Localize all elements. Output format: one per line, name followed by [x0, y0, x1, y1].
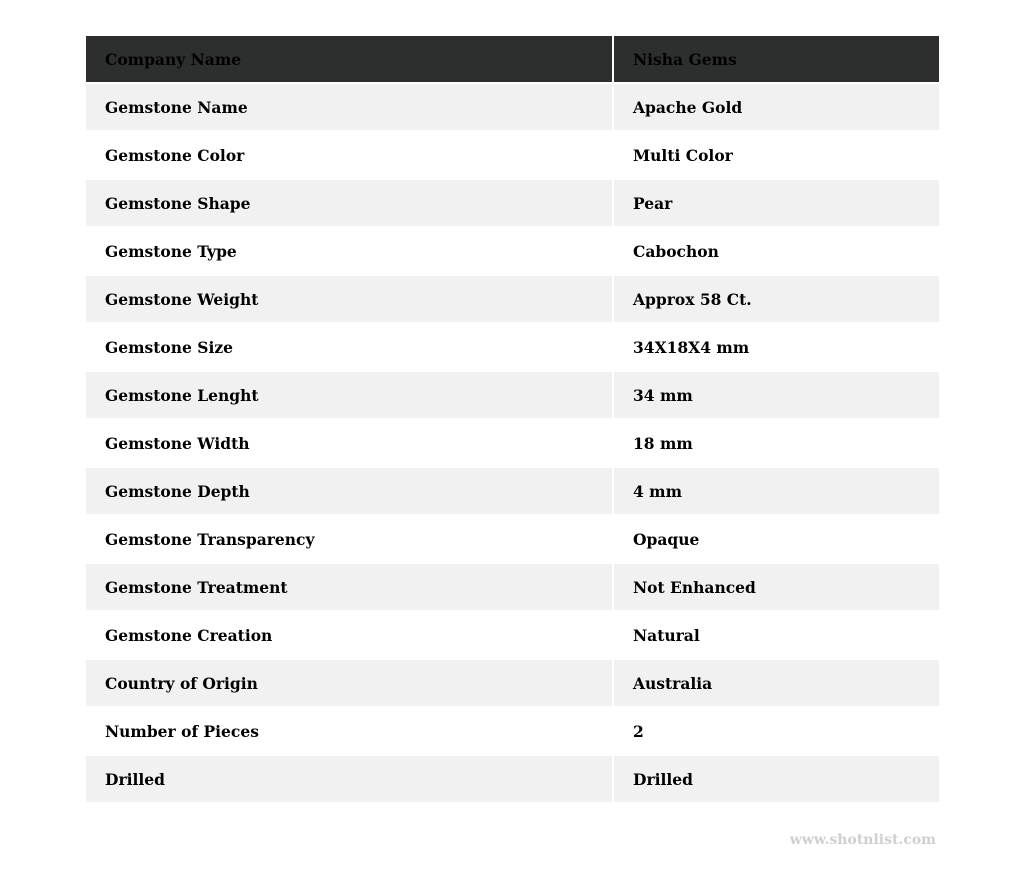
row-label: Gemstone Treatment	[86, 564, 612, 610]
row-value: Natural	[614, 612, 939, 658]
row-value: 34 mm	[614, 372, 939, 418]
row-value: 18 mm	[614, 420, 939, 466]
row-value: Australia	[614, 660, 939, 706]
row-label: Gemstone Width	[86, 420, 612, 466]
table-header-row: Company Name Nisha Gems	[86, 36, 939, 82]
row-value: Opaque	[614, 516, 939, 562]
row-value: Not Enhanced	[614, 564, 939, 610]
row-label: Gemstone Creation	[86, 612, 612, 658]
row-value: Cabochon	[614, 228, 939, 274]
row-value: 4 mm	[614, 468, 939, 514]
row-value: Pear	[614, 180, 939, 226]
table-row: Country of Origin Australia	[86, 660, 939, 706]
row-label: Gemstone Lenght	[86, 372, 612, 418]
row-value: Apache Gold	[614, 84, 939, 130]
header-value: Nisha Gems	[614, 36, 939, 82]
table-row: Gemstone Name Apache Gold	[86, 84, 939, 130]
table-row: Gemstone Transparency Opaque	[86, 516, 939, 562]
table-row: Gemstone Depth 4 mm	[86, 468, 939, 514]
row-value: 34X18X4 mm	[614, 324, 939, 370]
gemstone-spec-table: Company Name Nisha Gems Gemstone Name Apa…	[84, 34, 941, 804]
header-label: Company Name	[86, 36, 612, 82]
row-label: Gemstone Weight	[86, 276, 612, 322]
row-value: Approx 58 Ct.	[614, 276, 939, 322]
row-label: Gemstone Shape	[86, 180, 612, 226]
row-label: Number of Pieces	[86, 708, 612, 754]
table-row: Number of Pieces 2	[86, 708, 939, 754]
table-row: Gemstone Treatment Not Enhanced	[86, 564, 939, 610]
row-label: Gemstone Color	[86, 132, 612, 178]
row-value: 2	[614, 708, 939, 754]
table-row: Gemstone Width 18 mm	[86, 420, 939, 466]
row-label: Gemstone Name	[86, 84, 612, 130]
row-label: Gemstone Type	[86, 228, 612, 274]
watermark: www.shotnlist.com	[789, 832, 936, 848]
table-row: Gemstone Color Multi Color	[86, 132, 939, 178]
row-label: Gemstone Depth	[86, 468, 612, 514]
row-label: Gemstone Transparency	[86, 516, 612, 562]
table-row: Gemstone Lenght 34 mm	[86, 372, 939, 418]
table-row: Gemstone Shape Pear	[86, 180, 939, 226]
table-row: Gemstone Type Cabochon	[86, 228, 939, 274]
row-label: Gemstone Size	[86, 324, 612, 370]
table-row: Gemstone Weight Approx 58 Ct.	[86, 276, 939, 322]
row-label: Drilled	[86, 756, 612, 802]
table-row: Drilled Drilled	[86, 756, 939, 802]
row-label: Country of Origin	[86, 660, 612, 706]
table-row: Gemstone Creation Natural	[86, 612, 939, 658]
table-row: Gemstone Size 34X18X4 mm	[86, 324, 939, 370]
row-value: Multi Color	[614, 132, 939, 178]
row-value: Drilled	[614, 756, 939, 802]
